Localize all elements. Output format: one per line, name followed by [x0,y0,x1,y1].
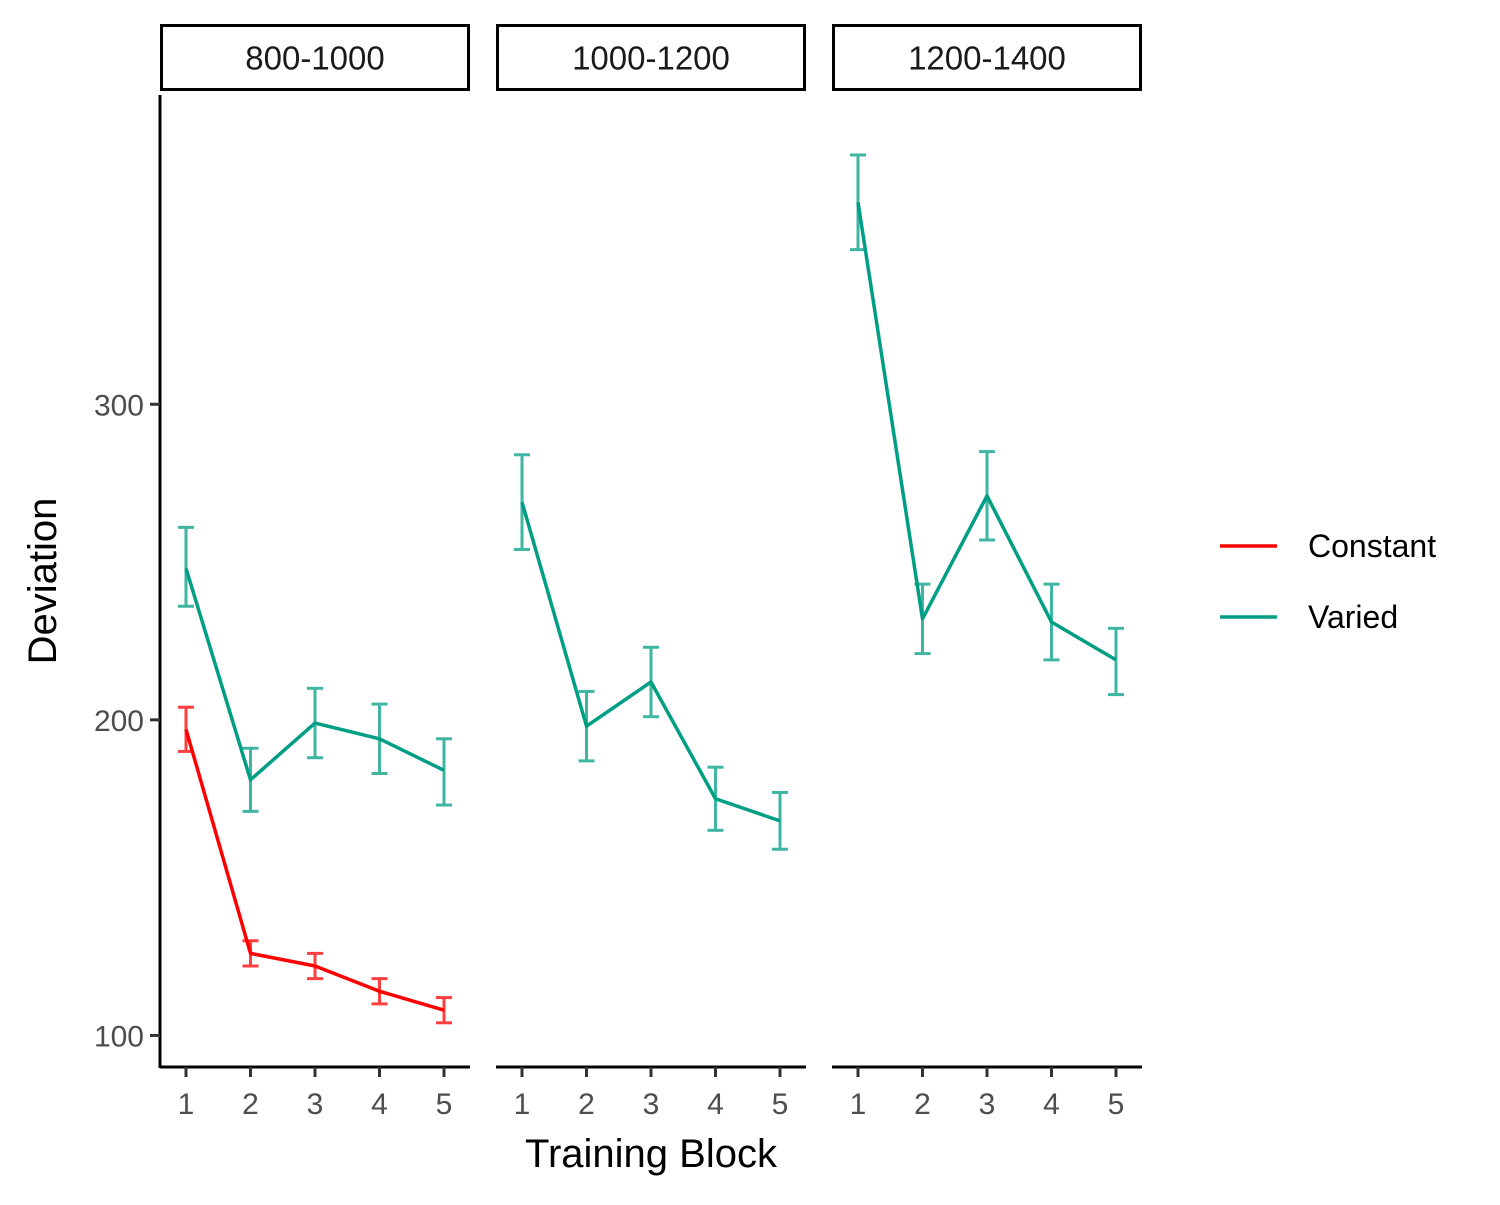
facet-strip-label-1200-1400: 1200-1400 [908,40,1066,77]
y-tick-label-300: 300 [94,389,144,422]
series-line-1200-1400-varied [856,202,1117,662]
facet-strip-800-1000 [160,24,470,91]
x-tick-label-1200-1400-2: 2 [914,1088,931,1121]
y-tick-label-100: 100 [94,1020,144,1053]
error-bar-800-1000-varied-5 [436,737,452,807]
x-tick-label-1200-1400-1: 1 [850,1088,867,1121]
x-tick-label-800-1000-3: 3 [307,1088,324,1121]
facet-strip-1000-1200 [496,24,806,91]
x-tick-label-800-1000-2: 2 [242,1088,259,1121]
series-line-1000-1200-varied [520,501,781,823]
facet-strip-label-1000-1200: 1000-1200 [572,40,730,77]
series-line-800-1000-constant [184,728,445,1012]
x-tick-label-1200-1400-3: 3 [979,1088,996,1121]
series-line-800-1000-varied [184,567,445,782]
x-tick-label-1000-1200-3: 3 [643,1088,660,1121]
y-tick-label-200: 200 [94,705,144,738]
x-tick-label-1000-1200-5: 5 [772,1088,789,1121]
legend-label-varied: Varied [1308,599,1398,635]
x-tick-label-1200-1400-5: 5 [1108,1088,1125,1121]
x-tick-label-1000-1200-2: 2 [578,1088,595,1121]
facet-strip-label-800-1000: 800-1000 [245,40,384,77]
x-axis-title: Training Block [525,1132,778,1176]
x-tick-label-800-1000-5: 5 [436,1088,453,1121]
x-tick-label-800-1000-1: 1 [178,1088,195,1121]
x-tick-label-800-1000-4: 4 [371,1088,388,1121]
x-tick-label-1200-1400-4: 4 [1043,1088,1060,1121]
x-tick-label-1000-1200-1: 1 [514,1088,531,1121]
facet-strip-1200-1400 [832,24,1142,91]
y-axis-title: Deviation [21,498,65,665]
x-tick-label-1000-1200-4: 4 [707,1088,724,1121]
error-bar-800-1000-varied-1 [178,525,194,608]
error-bar-1200-1400-varied-5 [1108,626,1124,697]
legend-label-constant: Constant [1308,528,1436,564]
